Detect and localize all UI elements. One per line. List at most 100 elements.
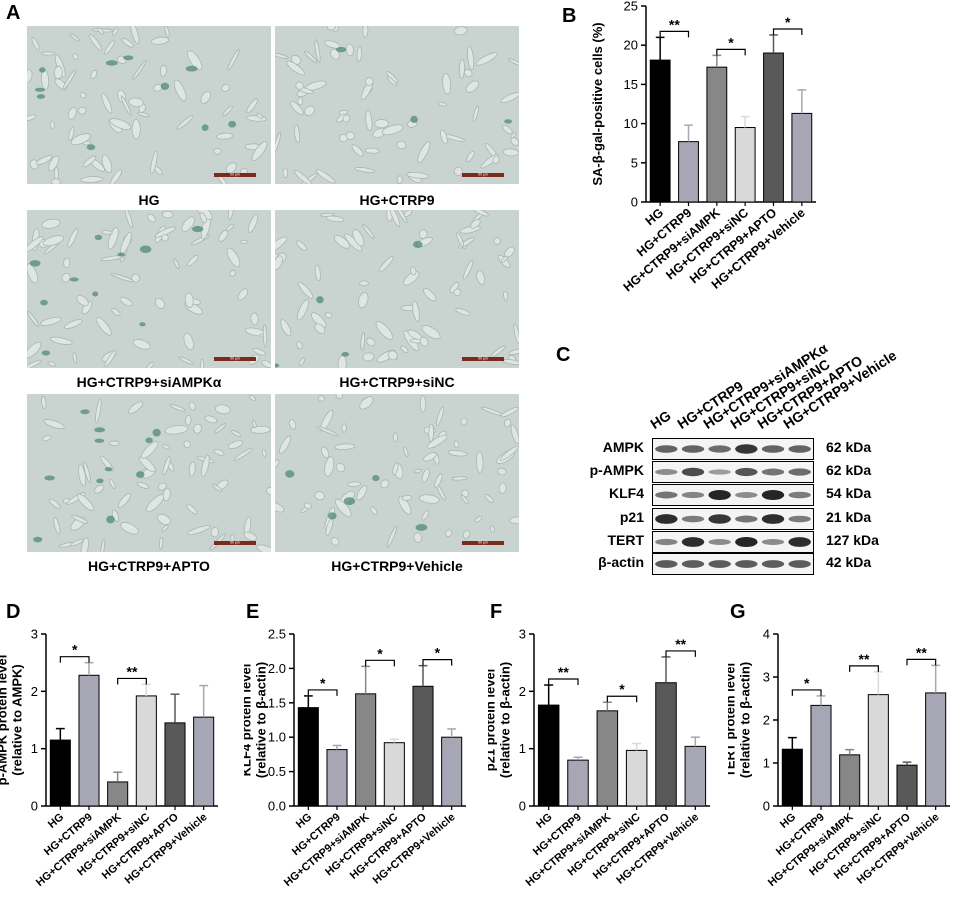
cell <box>40 316 62 326</box>
cell <box>513 323 519 344</box>
stained-cell <box>123 55 134 61</box>
y-tick-label: 10 <box>624 116 638 131</box>
cell <box>459 58 465 79</box>
bar <box>655 682 677 807</box>
significance-label: * <box>785 14 791 30</box>
cell <box>63 319 83 329</box>
wb-band-row <box>652 438 814 460</box>
cell <box>120 95 132 116</box>
cell <box>221 83 230 92</box>
cell <box>187 525 211 536</box>
stained-cell <box>185 65 198 72</box>
chart-e-klf4: E 0.0 0.5 1.0 1.5 2.0 2.5 KLF4 protein level (re… <box>244 601 466 889</box>
panel-letter: B <box>562 5 576 27</box>
cell <box>173 258 180 270</box>
wb-band <box>761 468 785 476</box>
cell <box>500 255 509 263</box>
cell <box>210 526 220 538</box>
cell <box>362 352 375 362</box>
micrograph-background <box>275 210 519 368</box>
stained-cell <box>415 524 428 531</box>
cell <box>341 423 347 433</box>
significance-label: * <box>377 645 383 661</box>
cell <box>297 299 309 321</box>
wb-row-label: p-AMPK <box>589 462 644 478</box>
cell <box>472 105 479 122</box>
y-tick-label: 4 <box>763 627 770 642</box>
cell <box>226 247 241 268</box>
y-tick-label: 2 <box>763 713 770 728</box>
caption-hg-ctrp9: HG+CTRP9 <box>359 192 435 208</box>
cell <box>181 216 196 232</box>
cell <box>351 144 364 157</box>
wb-band <box>708 514 731 524</box>
significance-label: * <box>320 675 326 691</box>
caption-hg-ctrp9-vehicle: HG+CTRP9+Vehicle <box>331 558 463 574</box>
stained-cell <box>33 536 43 543</box>
cell <box>405 171 430 179</box>
stained-cell <box>41 350 51 356</box>
micrograph-hg-ctrp9-sinc: 50 μm <box>275 210 519 368</box>
y-tick-label: 20 <box>624 38 638 53</box>
cell <box>359 396 374 410</box>
cell <box>252 347 267 356</box>
wb-kda-label: 62 kDa <box>826 439 872 455</box>
cell <box>128 97 144 107</box>
cell <box>510 137 519 147</box>
scale-bar-label: 50 μm <box>478 173 488 177</box>
y-tick-label: 1 <box>519 741 526 756</box>
stained-cell <box>285 470 295 478</box>
y-tick-label: 0 <box>631 195 638 210</box>
cell <box>451 476 468 481</box>
bar <box>412 685 434 807</box>
wb-kda-label: 54 kDa <box>826 485 872 501</box>
cell <box>137 111 150 118</box>
cell <box>49 336 73 345</box>
y-tick-label: 1.5 <box>268 695 286 710</box>
cell <box>286 60 305 76</box>
cell <box>68 126 75 142</box>
bar <box>678 141 699 203</box>
cell <box>147 213 156 223</box>
cell <box>507 58 519 67</box>
cell <box>161 210 174 219</box>
wb-bands <box>655 467 811 477</box>
cell <box>421 510 430 521</box>
stained-cell <box>139 322 146 327</box>
cell <box>212 483 223 492</box>
cell <box>230 430 242 437</box>
cell <box>295 81 304 90</box>
stained-cell <box>86 144 96 151</box>
cell <box>43 419 65 429</box>
cell <box>89 34 102 51</box>
cell <box>325 215 345 223</box>
cell <box>83 461 91 483</box>
cell <box>275 459 280 468</box>
stained-cell <box>96 478 104 484</box>
wb-band <box>788 491 811 499</box>
cell <box>107 226 119 250</box>
cell <box>470 219 481 229</box>
significance-bracket <box>548 678 579 686</box>
cell <box>493 237 501 245</box>
cell <box>250 425 271 434</box>
cell <box>261 359 271 368</box>
cell <box>467 45 475 71</box>
bar <box>896 764 918 807</box>
stained-cell <box>104 466 113 472</box>
cell <box>297 97 304 106</box>
cell <box>364 77 374 86</box>
cell <box>453 26 468 36</box>
cell <box>396 140 407 150</box>
stained-cell <box>34 87 46 92</box>
micrograph-hg-ctrp9: 50 μm <box>275 26 519 184</box>
panel-a-letter: A <box>6 2 21 24</box>
cell <box>460 494 469 505</box>
cell <box>145 494 165 513</box>
bar <box>649 59 671 203</box>
micrograph-texture: 50 μm <box>27 394 271 552</box>
wb-kda-label: 21 kDa <box>826 509 872 525</box>
bar <box>596 710 619 807</box>
bar <box>567 759 589 807</box>
cell <box>392 462 399 476</box>
